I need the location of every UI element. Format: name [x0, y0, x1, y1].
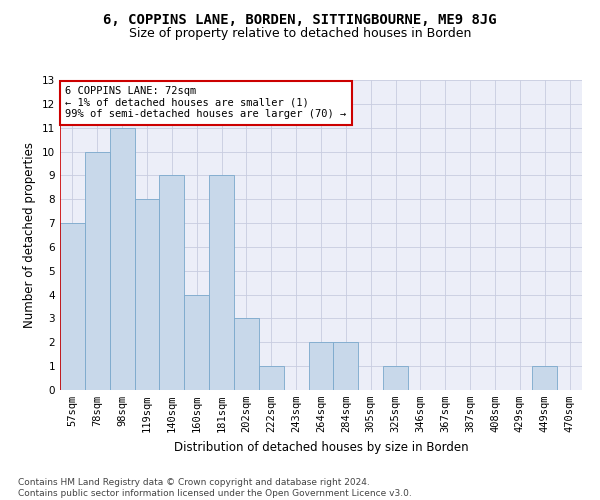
Bar: [85, 152, 110, 390]
Bar: [110, 128, 134, 390]
Bar: [383, 366, 408, 390]
Text: Size of property relative to detached houses in Borden: Size of property relative to detached ho…: [129, 28, 471, 40]
Bar: [234, 318, 259, 390]
Bar: [134, 199, 160, 390]
Text: 6, COPPINS LANE, BORDEN, SITTINGBOURNE, ME9 8JG: 6, COPPINS LANE, BORDEN, SITTINGBOURNE, …: [103, 12, 497, 26]
Bar: [209, 176, 234, 390]
X-axis label: Distribution of detached houses by size in Borden: Distribution of detached houses by size …: [173, 440, 469, 454]
Bar: [60, 223, 85, 390]
Bar: [308, 342, 334, 390]
Bar: [259, 366, 284, 390]
Bar: [334, 342, 358, 390]
Text: 6 COPPINS LANE: 72sqm
← 1% of detached houses are smaller (1)
99% of semi-detach: 6 COPPINS LANE: 72sqm ← 1% of detached h…: [65, 86, 346, 120]
Bar: [532, 366, 557, 390]
Bar: [160, 176, 184, 390]
Y-axis label: Number of detached properties: Number of detached properties: [23, 142, 37, 328]
Bar: [184, 294, 209, 390]
Text: Contains HM Land Registry data © Crown copyright and database right 2024.
Contai: Contains HM Land Registry data © Crown c…: [18, 478, 412, 498]
